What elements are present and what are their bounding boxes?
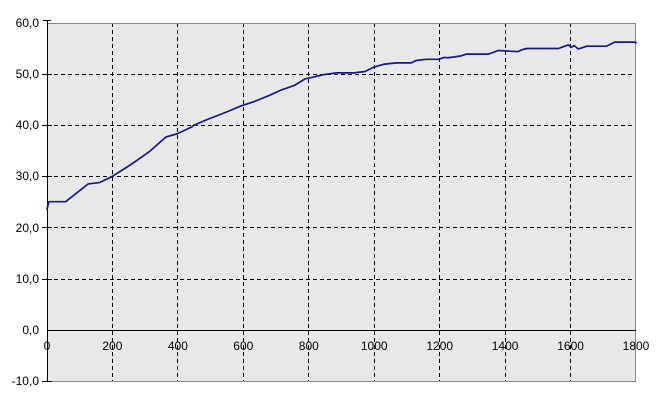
svg-text:-10,0: -10,0	[12, 374, 40, 388]
svg-text:600: 600	[233, 339, 253, 353]
svg-text:400: 400	[168, 339, 188, 353]
svg-text:800: 800	[299, 339, 319, 353]
svg-text:1400: 1400	[492, 339, 519, 353]
svg-text:60,0: 60,0	[16, 16, 40, 30]
svg-text:50,0: 50,0	[16, 67, 40, 81]
svg-text:20,0: 20,0	[16, 221, 40, 235]
svg-text:1200: 1200	[426, 339, 453, 353]
svg-text:0,0: 0,0	[22, 323, 39, 337]
svg-text:30,0: 30,0	[16, 169, 40, 183]
svg-text:1000: 1000	[361, 339, 388, 353]
svg-text:1800: 1800	[623, 339, 650, 353]
svg-text:10,0: 10,0	[16, 272, 40, 286]
svg-text:200: 200	[102, 339, 122, 353]
svg-text:0: 0	[44, 339, 51, 353]
svg-text:40,0: 40,0	[16, 118, 40, 132]
svg-text:1600: 1600	[557, 339, 584, 353]
